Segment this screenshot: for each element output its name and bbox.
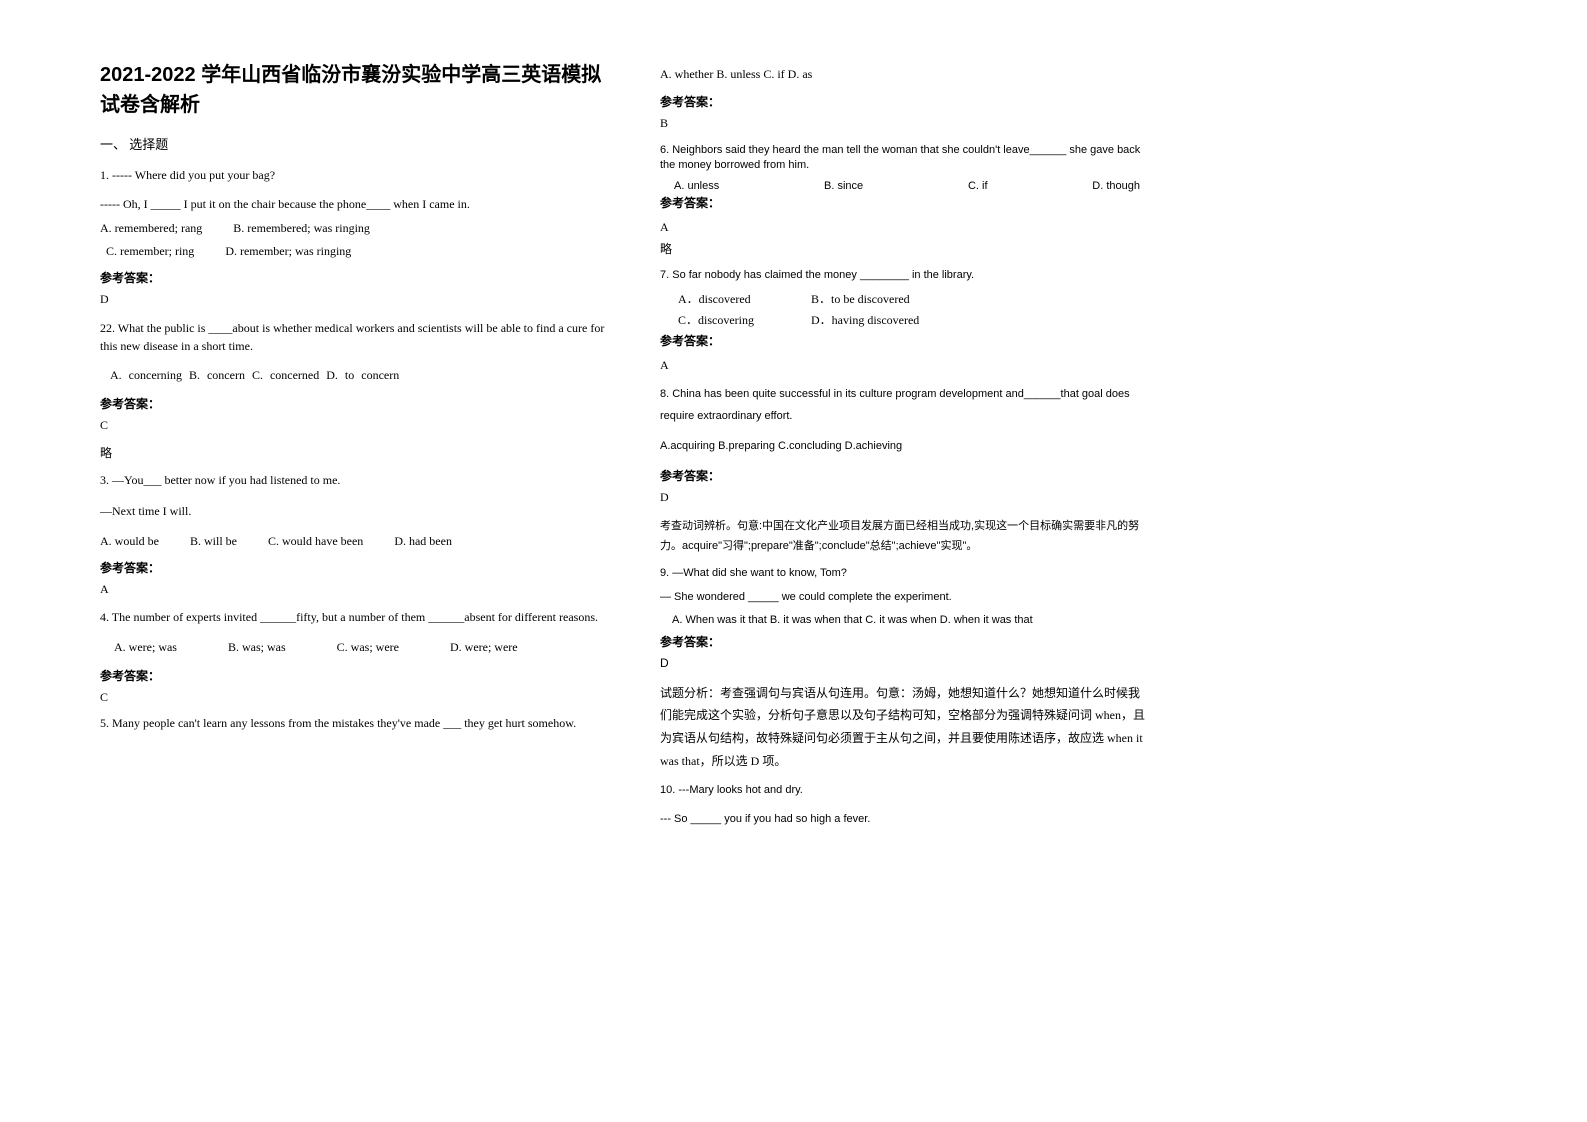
q6-answer: A	[660, 219, 1150, 236]
q5-answer: B	[660, 116, 1150, 131]
q2-answer: C	[100, 418, 610, 433]
q8-answer-label: 参考答案：	[660, 467, 1150, 484]
right-column: A. whether B. unless C. if D. as 参考答案： B…	[640, 60, 1180, 837]
q8-options: A.acquiring B.preparing C.concluding D.a…	[660, 439, 1150, 454]
question-5-cont: A. whether B. unless C. if D. as 参考答案： B	[660, 66, 1150, 131]
q1-line2: ----- Oh, I _____ I put it on the chair …	[100, 196, 610, 213]
q1-line1: 1. ----- Where did you put your bag?	[100, 167, 610, 184]
question-5: 5. Many people can't learn any lessons f…	[100, 715, 610, 732]
q7-optA: A．discovered	[678, 290, 808, 307]
q4-optA: A. were; was	[114, 640, 177, 655]
q7-optD: D．having discovered	[811, 313, 919, 327]
q4-stem: 4. The number of experts invited ______f…	[100, 607, 610, 629]
q1-options-row2: C. remember; ring D. remember; was ringi…	[100, 244, 610, 259]
q3-answer-label: 参考答案：	[100, 559, 610, 576]
q5-answer-label: 参考答案：	[660, 93, 1150, 110]
q7-answer: A	[660, 357, 1150, 374]
question-9: 9. —What did she want to know, Tom? — Sh…	[660, 566, 1150, 772]
q4-optD: D. were; were	[450, 640, 518, 655]
q1-answer-label: 参考答案：	[100, 269, 610, 286]
q7-optC: C．discovering	[678, 311, 808, 328]
q9-answer-label: 参考答案：	[660, 633, 1150, 650]
q9-options: A. When was it that B. it was when that …	[672, 613, 1150, 628]
question-3: 3. —You___ better now if you had listene…	[100, 472, 610, 597]
q8-stem: 8. China has been quite successful in it…	[660, 383, 1150, 427]
q3-answer: A	[100, 582, 610, 597]
q10-line1: 10. ---Mary looks hot and dry.	[660, 783, 1150, 798]
q2-stem: 22. What the public is ____about is whet…	[100, 319, 610, 355]
q5-stem: 5. Many people can't learn any lessons f…	[100, 715, 610, 732]
q6-optA: A. unless	[674, 180, 719, 192]
q9-answer: D	[660, 656, 1150, 670]
q5-options: A. whether B. unless C. if D. as	[660, 66, 1150, 83]
q2-note: 略	[100, 445, 610, 462]
q9-line2: — She wondered _____ we could complete t…	[660, 590, 1150, 605]
q3-optB: B. will be	[190, 534, 237, 549]
q7-options-row1: A．discovered B．to be discovered	[678, 290, 1150, 307]
q4-answer: C	[100, 690, 610, 705]
document-title: 2021-2022 学年山西省临汾市襄汾实验中学高三英语模拟试卷含解析	[100, 60, 610, 120]
q1-answer: D	[100, 292, 610, 307]
question-6: 6. Neighbors said they heard the man tel…	[660, 143, 1150, 258]
question-4: 4. The number of experts invited ______f…	[100, 607, 610, 706]
q4-optC: C. was; were	[337, 640, 399, 655]
q6-optC: C. if	[968, 180, 988, 192]
q8-explanation: 考查动词辨析。句意:中国在文化产业项目发展方面已经相当成功,实现这一个目标确实需…	[660, 517, 1150, 557]
q6-note: 略	[660, 241, 1150, 258]
q1-optC: C. remember; ring	[106, 244, 194, 259]
q2-answer-label: 参考答案：	[100, 395, 610, 412]
q1-optB: B. remembered; was ringing	[233, 221, 370, 236]
question-7: 7. So far nobody has claimed the money _…	[660, 268, 1150, 373]
q9-line1: 9. —What did she want to know, Tom?	[660, 566, 1150, 581]
q3-line2: —Next time I will.	[100, 503, 610, 520]
q8-answer: D	[660, 490, 1150, 505]
q4-options: A. were; was B. was; was C. was; were D.…	[114, 640, 610, 655]
q3-options: A. would be B. will be C. would have bee…	[100, 534, 610, 549]
q6-stem: 6. Neighbors said they heard the man tel…	[660, 143, 1150, 174]
q7-optB: B．to be discovered	[811, 292, 910, 306]
q1-optA: A. remembered; rang	[100, 221, 202, 236]
q3-optC: C. would have been	[268, 534, 363, 549]
q1-optD: D. remember; was ringing	[225, 244, 351, 259]
question-8: 8. China has been quite successful in it…	[660, 383, 1150, 556]
q6-optB: B. since	[824, 180, 863, 192]
q4-optB: B. was; was	[228, 640, 286, 655]
q3-optA: A. would be	[100, 534, 159, 549]
question-10: 10. ---Mary looks hot and dry. --- So __…	[660, 783, 1150, 828]
q6-optD: D. though	[1092, 180, 1140, 192]
q3-optD: D. had been	[394, 534, 452, 549]
q9-explanation: 试题分析：考查强调句与宾语从句连用。句意：汤姆，她想知道什么？她想知道什么时候我…	[660, 682, 1150, 773]
question-2: 22. What the public is ____about is whet…	[100, 319, 610, 463]
q6-answer-label: 参考答案：	[660, 194, 1150, 211]
q7-stem: 7. So far nobody has claimed the money _…	[660, 268, 1150, 283]
q4-answer-label: 参考答案：	[100, 667, 610, 684]
q6-options: A. unless B. since C. if D. though	[674, 180, 1150, 192]
q7-answer-label: 参考答案：	[660, 332, 1150, 349]
q1-options-row1: A. remembered; rang B. remembered; was r…	[100, 221, 610, 236]
q3-line1: 3. —You___ better now if you had listene…	[100, 472, 610, 489]
left-column: 2021-2022 学年山西省临汾市襄汾实验中学高三英语模拟试卷含解析 一、 选…	[100, 60, 640, 837]
section-heading: 一、 选择题	[100, 134, 610, 153]
q7-options-row2: C．discovering D．having discovered	[678, 311, 1150, 328]
q2-options: A. concerning B. concern C. concerned D.…	[110, 367, 610, 384]
question-1: 1. ----- Where did you put your bag? ---…	[100, 167, 610, 307]
q10-line2: --- So _____ you if you had so high a fe…	[660, 812, 1150, 827]
